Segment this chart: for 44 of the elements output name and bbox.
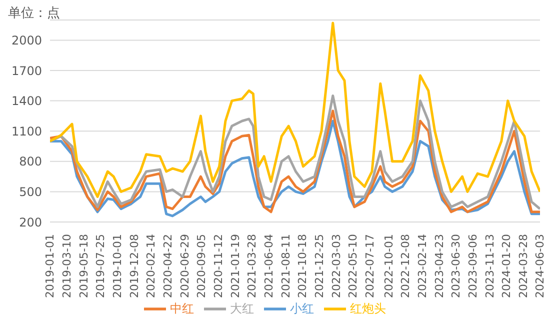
y-tick-label: 200 bbox=[19, 215, 42, 230]
y-tick-label: 800 bbox=[19, 154, 42, 169]
line-series bbox=[50, 22, 540, 198]
x-tick-label: 2019-05-18 bbox=[77, 234, 90, 298]
x-tick-label: 2024-01-20 bbox=[500, 234, 514, 298]
y-tick-label: 1700 bbox=[11, 64, 42, 78]
x-tick-label: 2019-10-01 bbox=[111, 234, 124, 298]
x-tick-label: 2021-06-04 bbox=[262, 234, 276, 298]
x-tick-label: 2022-03-03 bbox=[330, 234, 343, 298]
x-tick-label: 2021-10-18 bbox=[296, 234, 310, 298]
x-tick-label: 2020-11-12 bbox=[212, 234, 226, 298]
x-tick-label: 2023-02-14 bbox=[416, 234, 429, 298]
x-tick-label: 2023-04-23 bbox=[432, 234, 446, 298]
legend-label: 小红 bbox=[290, 301, 314, 316]
y-axis-title: 单位：点 bbox=[8, 5, 60, 22]
x-tick-label: 2019-07-25 bbox=[94, 234, 108, 298]
x-tick-label: 2024-06-03 bbox=[534, 234, 546, 298]
line-series bbox=[50, 94, 540, 210]
x-tick-label: 2019-03-10 bbox=[60, 234, 74, 298]
legend-label: 红炮头 bbox=[350, 301, 386, 316]
x-tick-label: 2022-12-08 bbox=[399, 234, 412, 298]
x-tick-label: 2022-10-01 bbox=[382, 234, 396, 298]
y-tick-label: 2000 bbox=[11, 33, 42, 48]
x-tick-label: 2021-12-25 bbox=[313, 234, 326, 298]
x-tick-label: 2021-01-19 bbox=[228, 234, 242, 298]
x-tick-label: 2020-02-14 bbox=[144, 234, 158, 298]
x-tick-label: 2024-03-28 bbox=[516, 234, 530, 298]
x-tick-label: 2023-09-06 bbox=[466, 234, 480, 298]
x-tick-label: 2022-05-10 bbox=[346, 234, 360, 298]
x-tick-label: 2020-09-05 bbox=[195, 234, 208, 298]
y-tick-label: 500 bbox=[19, 184, 42, 199]
y-tick-label: 1400 bbox=[11, 94, 42, 108]
legend-label: 大红 bbox=[230, 301, 254, 316]
x-tick-label: 2022-07-17 bbox=[363, 234, 376, 298]
x-tick-label: 2021-03-28 bbox=[246, 234, 259, 298]
x-tick-label: 2021-08-11 bbox=[279, 234, 292, 298]
x-tick-label: 2020-04-22 bbox=[162, 234, 175, 298]
y-tick-label: 1100 bbox=[11, 124, 42, 138]
x-tick-label: 2019-12-08 bbox=[128, 234, 141, 298]
x-tick-label: 2023-06-30 bbox=[450, 234, 463, 298]
x-tick-label: 2020-06-29 bbox=[178, 234, 192, 298]
x-tick-label: 2023-11-13 bbox=[483, 234, 496, 298]
x-tick-label: 2019-01-01 bbox=[44, 234, 56, 298]
legend-label: 中红 bbox=[170, 301, 194, 316]
